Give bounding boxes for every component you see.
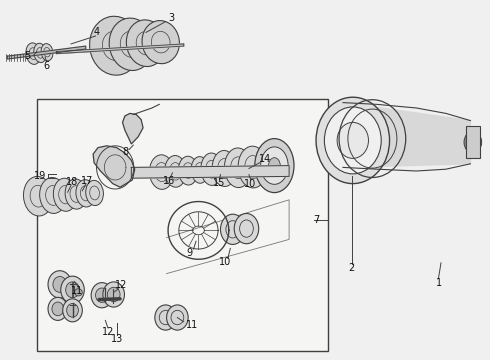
Ellipse shape — [126, 20, 166, 67]
Text: 9: 9 — [187, 248, 193, 258]
Ellipse shape — [66, 282, 79, 298]
Text: 4: 4 — [94, 27, 100, 37]
Ellipse shape — [53, 276, 67, 292]
Ellipse shape — [67, 303, 78, 317]
Ellipse shape — [155, 305, 176, 330]
Text: 7: 7 — [313, 215, 319, 225]
Polygon shape — [56, 44, 184, 54]
Ellipse shape — [76, 180, 96, 207]
Ellipse shape — [34, 43, 47, 63]
Ellipse shape — [48, 297, 68, 320]
Ellipse shape — [201, 153, 222, 185]
Text: 1: 1 — [436, 278, 441, 288]
Ellipse shape — [65, 179, 87, 209]
Text: 18: 18 — [67, 177, 79, 187]
Ellipse shape — [234, 213, 259, 244]
Text: 10: 10 — [244, 179, 256, 189]
Ellipse shape — [40, 177, 66, 213]
Text: 11: 11 — [186, 320, 198, 330]
Ellipse shape — [26, 43, 41, 64]
Text: 12: 12 — [115, 280, 128, 290]
Text: 11: 11 — [72, 286, 84, 296]
Ellipse shape — [261, 147, 288, 184]
Ellipse shape — [86, 180, 103, 206]
Ellipse shape — [324, 107, 381, 174]
Ellipse shape — [165, 156, 186, 187]
Ellipse shape — [107, 287, 120, 302]
Ellipse shape — [24, 176, 53, 216]
Ellipse shape — [212, 150, 237, 186]
Ellipse shape — [91, 283, 113, 308]
Ellipse shape — [238, 146, 268, 188]
Bar — [466, 126, 480, 158]
Text: 16: 16 — [163, 176, 175, 186]
Ellipse shape — [142, 21, 179, 64]
Ellipse shape — [167, 305, 188, 330]
Text: 12: 12 — [101, 327, 114, 337]
Ellipse shape — [220, 214, 245, 244]
Polygon shape — [131, 166, 289, 178]
Ellipse shape — [90, 16, 141, 75]
Ellipse shape — [103, 282, 124, 307]
Text: 13: 13 — [111, 334, 123, 344]
Text: 14: 14 — [259, 154, 271, 164]
Ellipse shape — [96, 288, 108, 302]
Text: 2: 2 — [349, 263, 355, 273]
Ellipse shape — [74, 289, 82, 296]
Ellipse shape — [269, 158, 280, 174]
Ellipse shape — [53, 178, 77, 211]
Ellipse shape — [61, 276, 84, 303]
Ellipse shape — [149, 155, 174, 189]
Ellipse shape — [48, 271, 72, 298]
Text: 8: 8 — [122, 147, 128, 157]
Ellipse shape — [316, 97, 390, 184]
Ellipse shape — [41, 44, 53, 61]
Ellipse shape — [63, 299, 82, 322]
Ellipse shape — [224, 148, 252, 188]
Ellipse shape — [178, 156, 198, 185]
Text: 6: 6 — [44, 60, 49, 71]
Text: 19: 19 — [34, 171, 47, 181]
Text: 5: 5 — [24, 51, 30, 61]
Ellipse shape — [109, 18, 153, 71]
Ellipse shape — [464, 131, 482, 153]
Text: 17: 17 — [81, 176, 94, 186]
Polygon shape — [343, 103, 470, 167]
Polygon shape — [93, 146, 135, 187]
Polygon shape — [122, 113, 143, 144]
Polygon shape — [7, 46, 86, 59]
Text: 15: 15 — [213, 178, 226, 188]
Text: 3: 3 — [169, 13, 174, 23]
Ellipse shape — [52, 302, 64, 316]
Ellipse shape — [337, 122, 368, 158]
Ellipse shape — [191, 157, 209, 183]
Bar — [37, 99, 328, 351]
Text: 10: 10 — [220, 257, 232, 267]
Ellipse shape — [255, 139, 294, 193]
